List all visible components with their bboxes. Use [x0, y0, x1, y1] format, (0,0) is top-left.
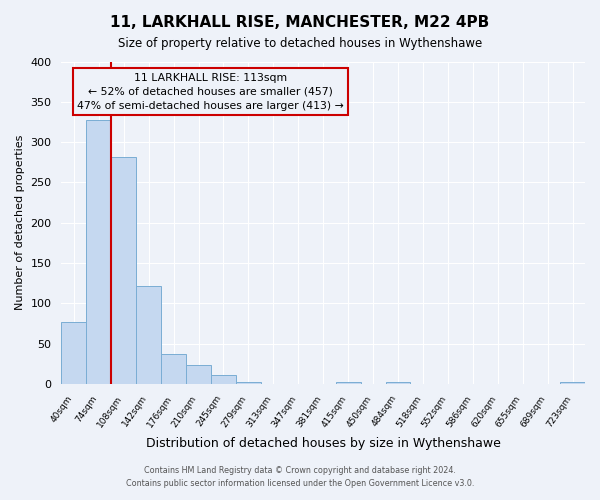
Text: Size of property relative to detached houses in Wythenshawe: Size of property relative to detached ho…	[118, 38, 482, 51]
Bar	[560, 382, 585, 384]
X-axis label: Distribution of detached houses by size in Wythenshawe: Distribution of detached houses by size …	[146, 437, 500, 450]
Y-axis label: Number of detached properties: Number of detached properties	[15, 135, 25, 310]
Bar	[335, 382, 361, 384]
Text: 11 LARKHALL RISE: 113sqm
← 52% of detached houses are smaller (457)
47% of semi-: 11 LARKHALL RISE: 113sqm ← 52% of detach…	[77, 73, 344, 111]
Text: Contains HM Land Registry data © Crown copyright and database right 2024.
Contai: Contains HM Land Registry data © Crown c…	[126, 466, 474, 487]
Bar	[111, 158, 136, 384]
Bar	[136, 286, 161, 384]
Bar	[211, 375, 236, 384]
Bar	[236, 382, 261, 384]
Text: 11, LARKHALL RISE, MANCHESTER, M22 4PB: 11, LARKHALL RISE, MANCHESTER, M22 4PB	[110, 15, 490, 30]
Bar	[86, 120, 111, 384]
Bar	[61, 322, 86, 384]
Bar	[186, 364, 211, 384]
Bar	[161, 354, 186, 384]
Bar	[386, 382, 410, 384]
